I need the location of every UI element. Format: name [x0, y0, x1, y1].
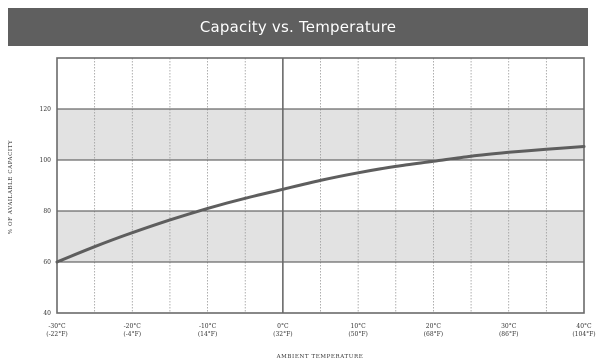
y-tick-label: 40 — [43, 310, 51, 317]
x-tick-label-fahrenheit: (68°F) — [424, 331, 443, 338]
vertical-gridlines — [94, 58, 547, 313]
chart-title-bar: Capacity vs. Temperature — [8, 8, 588, 46]
x-tick-label-fahrenheit: (-4°F) — [123, 331, 141, 338]
x-tick-label-fahrenheit: (86°F) — [499, 331, 518, 338]
y-tick-label: 80 — [43, 208, 51, 215]
x-tick-label-fahrenheit: (104°F) — [572, 331, 595, 338]
y-tick-label: 60 — [43, 259, 51, 266]
x-tick-label-celsius: -20°C — [124, 323, 142, 330]
y-tick-label: 100 — [40, 157, 52, 164]
x-tick-label-celsius: -10°C — [199, 323, 217, 330]
x-tick-label-celsius: 0°C — [277, 323, 289, 330]
x-tick-label-celsius: 10°C — [351, 323, 367, 330]
x-tick-labels: -30°C(-22°F) -20°C(-4°F) -10°C(14°F) 0°C(32… — [46, 323, 595, 338]
x-tick-label-celsius: 40°C — [576, 323, 592, 330]
chart-title: Capacity vs. Temperature — [199, 18, 397, 36]
plot-frame — [56, 57, 585, 314]
x-axis-title: AMBIENT TEMPERATURE — [276, 354, 364, 360]
x-tick-label-celsius: 30°C — [501, 323, 517, 330]
x-tick-label-fahrenheit: (-22°F) — [46, 331, 68, 338]
y-tick-labels: 40 60 80 100 120 — [40, 106, 52, 317]
y-axis-title: % OF AVAILABLE CAPACITY — [8, 140, 14, 234]
series-lines — [55, 145, 586, 264]
x-tick-label-celsius: -30°C — [48, 323, 66, 330]
capacity-curve — [55, 145, 586, 264]
y-tick-label: 120 — [40, 106, 52, 113]
plot-border — [56, 57, 585, 314]
x-tick-label-fahrenheit: (32°F) — [273, 331, 292, 338]
x-tick-label-fahrenheit: (50°F) — [348, 331, 367, 338]
horizontal-gridlines — [57, 108, 584, 263]
x-tick-label-celsius: 20°C — [426, 323, 442, 330]
x-tick-label-fahrenheit: (14°F) — [198, 331, 217, 338]
